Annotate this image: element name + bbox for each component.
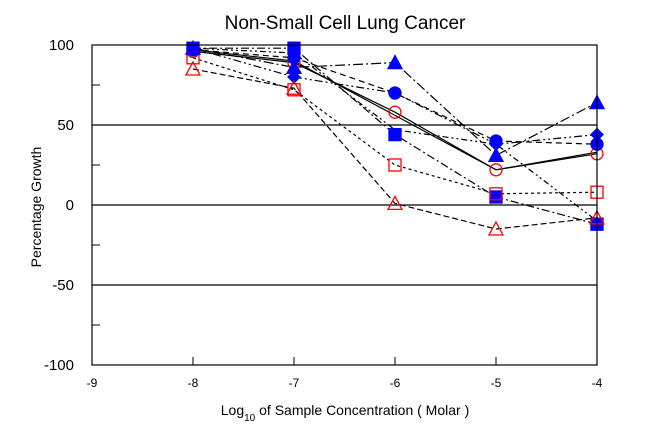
grid-lines — [92, 124, 597, 286]
x-tick-label: -9 — [87, 376, 98, 390]
series-line — [193, 47, 598, 225]
series-line — [192, 47, 598, 145]
data-point-marker — [388, 158, 402, 172]
data-point-marker — [388, 105, 402, 119]
y-axis-label: Percentage Growth — [28, 147, 44, 268]
x-tick-label: -6 — [390, 376, 401, 390]
x-axis-label-subscript: 10 — [244, 413, 256, 424]
x-tick-label: -5 — [491, 376, 502, 390]
data-point-marker — [489, 163, 503, 177]
data-point-marker — [285, 59, 303, 75]
x-tick-label: -7 — [289, 376, 300, 390]
x-tick-label: -8 — [188, 376, 199, 390]
series-line — [192, 68, 598, 230]
axis-ticks: -100 -50 0 50 100 -9 -8 -7 -6 -5 -4 — [44, 37, 603, 390]
x-axis-label-log: Log — [221, 402, 244, 418]
series-line — [192, 47, 598, 222]
data-point-marker — [388, 127, 402, 142]
chart-title: Non-Small Cell Lung Cancer — [225, 13, 466, 34]
data-point-marker — [285, 79, 303, 95]
plot-frame — [91, 44, 598, 366]
series-line — [192, 57, 598, 195]
x-axis-label: Log10 of Sample Concentration ( Molar ) — [221, 402, 469, 424]
data-point-marker — [386, 195, 404, 211]
series-line — [192, 49, 598, 171]
x-axis-label-rest: of Sample Concentration ( Molar ) — [255, 402, 469, 418]
data-point-marker — [386, 54, 404, 70]
y-tick-label: -50 — [52, 277, 74, 294]
y-tick-label: 50 — [57, 117, 74, 134]
y-tick-label: 100 — [49, 37, 74, 54]
x-tick-label: -4 — [592, 376, 603, 390]
data-point-marker — [388, 86, 402, 100]
data-point-marker — [487, 147, 505, 163]
data-point-marker — [487, 220, 505, 236]
series-group — [184, 39, 606, 236]
data-point-marker — [489, 190, 503, 204]
data-point-marker — [184, 60, 202, 76]
y-tick-label: 0 — [66, 197, 74, 214]
data-point-marker — [489, 187, 503, 201]
y-tick-label: -100 — [44, 357, 74, 374]
data-point-marker — [287, 41, 301, 55]
data-point-marker — [184, 39, 202, 55]
series-line — [192, 49, 598, 145]
